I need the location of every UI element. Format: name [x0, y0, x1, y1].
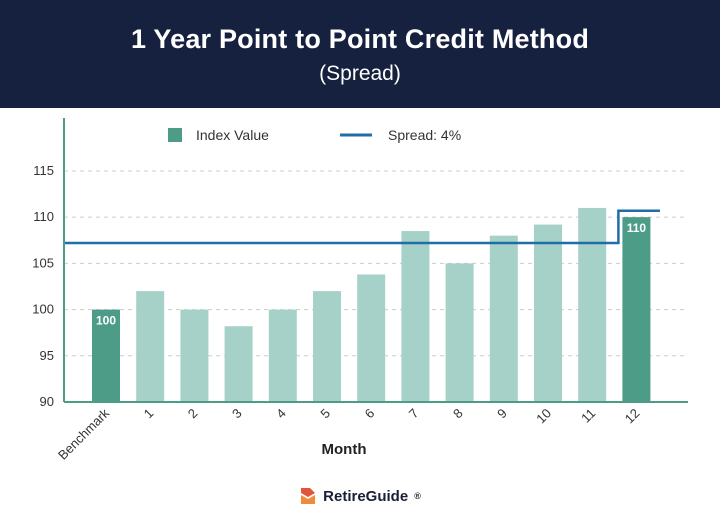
y-tick-label: 95: [40, 348, 54, 363]
bar-8: [445, 263, 474, 402]
x-tick-label: 12: [622, 406, 643, 427]
x-tick-label: 10: [533, 406, 554, 427]
bar-chart: Index Value Spread: 4% 9095100105110115 …: [32, 118, 688, 463]
y-tick-label: 115: [33, 163, 54, 178]
bar-3: [224, 326, 253, 402]
x-tick-label: 11: [578, 406, 598, 426]
bar-2: [180, 309, 209, 402]
brand-logo: RetireGuide ®: [299, 486, 421, 506]
chart-title: 1 Year Point to Point Credit Method: [130, 24, 590, 54]
retireguide-logo-icon: [301, 488, 316, 504]
bar-10: [534, 224, 562, 402]
x-tick-label: 5: [317, 406, 333, 422]
chart-subtitle: (Spread): [319, 62, 401, 85]
axes: [63, 118, 688, 403]
bar-7: [401, 231, 430, 402]
bar-1: [136, 291, 165, 402]
bar-data-label: 100: [96, 314, 116, 328]
y-tick-label: 110: [33, 209, 54, 224]
x-tick-label: Benchmark: [55, 405, 112, 462]
x-tick-label: 9: [494, 406, 510, 422]
spread-line: [64, 209, 660, 245]
bars: 100 110: [92, 207, 651, 402]
x-tick-label: 4: [273, 406, 289, 422]
x-tick-label: 3: [229, 406, 245, 422]
bar-12: [622, 217, 651, 402]
x-tick-label: 8: [450, 406, 466, 422]
y-tick-labels: 90 95 100 105 110 115: [32, 163, 54, 409]
brand-registered-mark: ®: [414, 491, 421, 501]
legend-bar-swatch: [168, 128, 182, 142]
legend-line-label: Spread: 4%: [388, 127, 461, 143]
brand-name: RetireGuide: [323, 487, 409, 505]
bar-benchmark: [92, 309, 120, 402]
y-tick-label: 100: [32, 302, 54, 317]
x-tick-label: 1: [141, 406, 157, 422]
x-tick-label: 6: [362, 406, 378, 422]
y-tick-label: 90: [40, 394, 54, 409]
bar-11: [578, 207, 607, 402]
bar-5: [313, 291, 341, 402]
bar-6: [357, 274, 386, 402]
chart-header: 1 Year Point to Point Credit Method (Spr…: [0, 0, 720, 108]
footer: RetireGuide ®: [0, 486, 720, 510]
x-tick-label: 2: [185, 406, 201, 422]
x-axis-title: Month: [322, 441, 367, 458]
x-tick-label: 7: [406, 406, 422, 422]
spread-line-group: [64, 209, 660, 245]
legend: Index Value Spread: 4%: [168, 127, 461, 143]
bar-4: [268, 309, 297, 402]
legend-bar-label: Index Value: [196, 127, 269, 143]
y-tick-label: 105: [32, 255, 54, 270]
bar-9: [489, 235, 518, 402]
bar-data-label: 110: [627, 221, 647, 235]
